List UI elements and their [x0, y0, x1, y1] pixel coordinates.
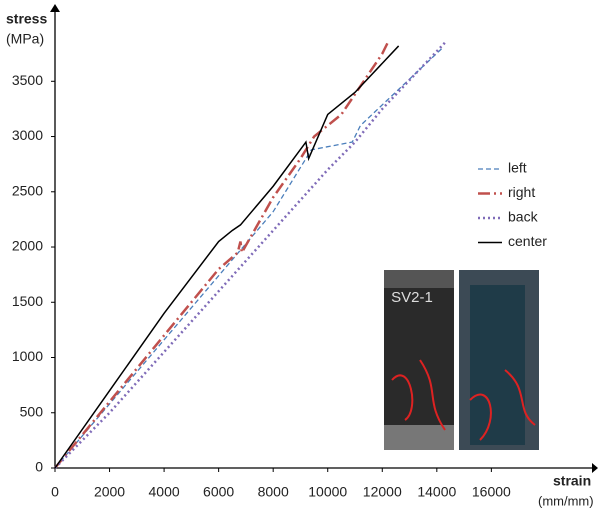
- x-tick-label: 10000: [308, 484, 347, 500]
- y-tick-label: 3500: [12, 72, 43, 88]
- legend-label: left: [508, 160, 527, 176]
- x-tick-label: 8000: [258, 484, 289, 500]
- y-tick-label: 1000: [12, 348, 43, 364]
- inset-photos: SV2-1: [384, 270, 539, 450]
- photo-label: SV2-1: [391, 289, 433, 306]
- y-tick-label: 0: [35, 459, 43, 475]
- photo-wire: [469, 369, 536, 441]
- photo: [384, 270, 454, 450]
- series-line: [54, 41, 446, 469]
- photo-specimen: [470, 285, 525, 445]
- series-line: [54, 42, 389, 469]
- x-unit: (mm/mm): [538, 493, 594, 508]
- y-tick-label: 1500: [12, 293, 43, 309]
- x-tick-label: 4000: [149, 484, 180, 500]
- y-label: stress: [6, 11, 47, 27]
- y-tick-label: 3000: [12, 127, 43, 143]
- x-tick-label: 0: [51, 484, 59, 500]
- x-tick-label: 2000: [94, 484, 125, 500]
- x-tick-label: 12000: [363, 484, 402, 500]
- photo-clamp: [384, 270, 454, 288]
- legend-label: back: [508, 209, 539, 225]
- photo-clamp: [384, 425, 454, 450]
- legend-label: right: [508, 184, 535, 200]
- series-line: [54, 47, 443, 469]
- legend-label: center: [508, 233, 547, 249]
- y-tick-label: 2500: [12, 182, 43, 198]
- x-label: strain: [553, 473, 591, 489]
- x-tick-label: 14000: [417, 484, 456, 500]
- x-tick-label: 6000: [203, 484, 234, 500]
- y-unit: (MPa): [6, 31, 44, 47]
- y-tick-label: 500: [20, 403, 44, 419]
- y-tick-label: 2000: [12, 238, 43, 254]
- x-tick-label: 16000: [472, 484, 511, 500]
- photo-wire: [391, 359, 446, 431]
- series-line: [54, 45, 400, 469]
